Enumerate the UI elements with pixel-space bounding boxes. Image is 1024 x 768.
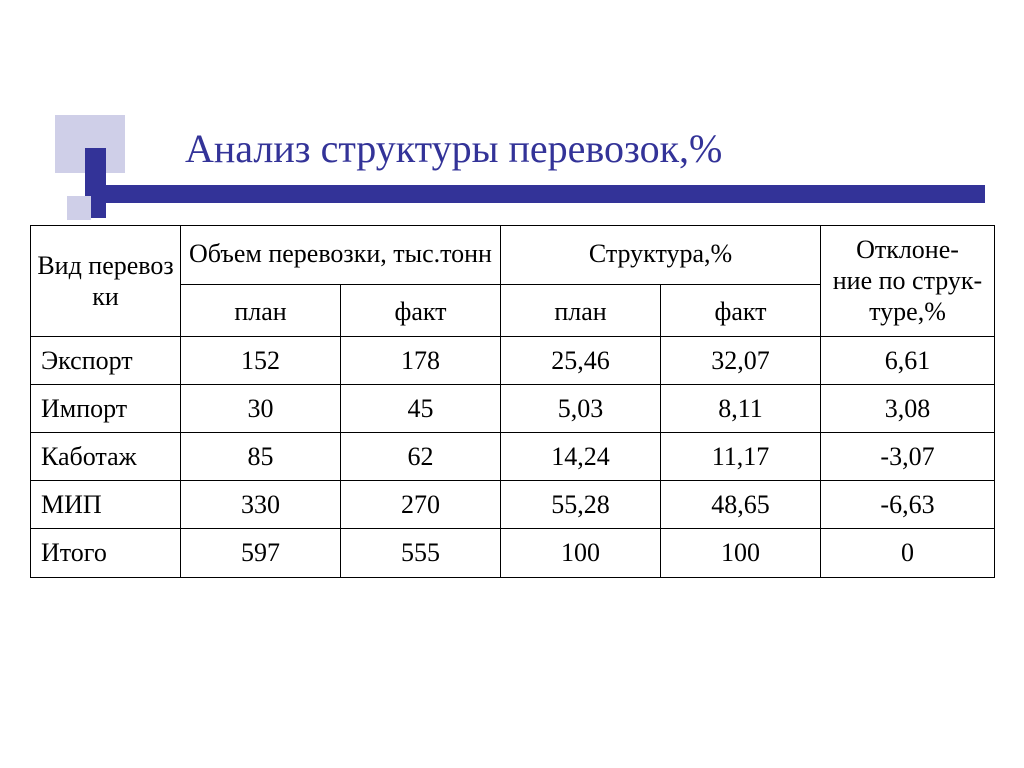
cell-str-fact: 100 — [661, 529, 821, 577]
cell-deviation: -3,07 — [821, 432, 995, 480]
cell-str-fact: 8,11 — [661, 384, 821, 432]
table-row: Экспорт15217825,4632,076,61 — [31, 336, 995, 384]
cell-deviation: 3,08 — [821, 384, 995, 432]
cell-label: Импорт — [31, 384, 181, 432]
table-row: МИП33027055,2848,65-6,63 — [31, 481, 995, 529]
cell-vol-plan: 597 — [181, 529, 341, 577]
cell-vol-fact: 555 — [341, 529, 501, 577]
cell-str-plan: 14,24 — [501, 432, 661, 480]
subcol-structure-plan: план — [501, 284, 661, 336]
cell-str-fact: 32,07 — [661, 336, 821, 384]
cell-str-plan: 100 — [501, 529, 661, 577]
deco-light-bottom — [67, 196, 91, 220]
cell-vol-plan: 85 — [181, 432, 341, 480]
cell-vol-plan: 30 — [181, 384, 341, 432]
table-row: Каботаж856214,2411,17-3,07 — [31, 432, 995, 480]
cell-vol-fact: 270 — [341, 481, 501, 529]
cell-label: Каботаж — [31, 432, 181, 480]
table-body: Экспорт15217825,4632,076,61Импорт30455,0… — [31, 336, 995, 577]
cell-str-plan: 55,28 — [501, 481, 661, 529]
cell-vol-fact: 45 — [341, 384, 501, 432]
subcol-volume-plan: план — [181, 284, 341, 336]
cell-vol-plan: 152 — [181, 336, 341, 384]
slide-title: Анализ структуры перевозок,% — [185, 125, 722, 172]
cell-str-plan: 25,46 — [501, 336, 661, 384]
cell-deviation: 0 — [821, 529, 995, 577]
col-header-volume: Объем перевозки, тыс.тонн — [181, 226, 501, 285]
table-row: Итого5975551001000 — [31, 529, 995, 577]
cell-vol-fact: 62 — [341, 432, 501, 480]
slide: Анализ структуры перевозок,% Вид перевоз… — [0, 0, 1024, 768]
subcol-structure-fact: факт — [661, 284, 821, 336]
cell-vol-fact: 178 — [341, 336, 501, 384]
cell-str-fact: 48,65 — [661, 481, 821, 529]
col-header-type: Вид перевозки — [31, 226, 181, 337]
col-header-structure: Структура,% — [501, 226, 821, 285]
deco-bar-horizontal — [85, 185, 985, 203]
cell-label: Итого — [31, 529, 181, 577]
data-table: Вид перевозки Объем перевозки, тыс.тонн … — [30, 225, 995, 578]
table-row: Импорт30455,038,113,08 — [31, 384, 995, 432]
data-table-container: Вид перевозки Объем перевозки, тыс.тонн … — [30, 225, 994, 578]
cell-str-plan: 5,03 — [501, 384, 661, 432]
subcol-volume-fact: факт — [341, 284, 501, 336]
cell-label: МИП — [31, 481, 181, 529]
cell-vol-plan: 330 — [181, 481, 341, 529]
cell-label: Экспорт — [31, 336, 181, 384]
cell-deviation: -6,63 — [821, 481, 995, 529]
col-header-deviation: Отклоне-ние по струк-туре,% — [821, 226, 995, 337]
cell-str-fact: 11,17 — [661, 432, 821, 480]
cell-deviation: 6,61 — [821, 336, 995, 384]
